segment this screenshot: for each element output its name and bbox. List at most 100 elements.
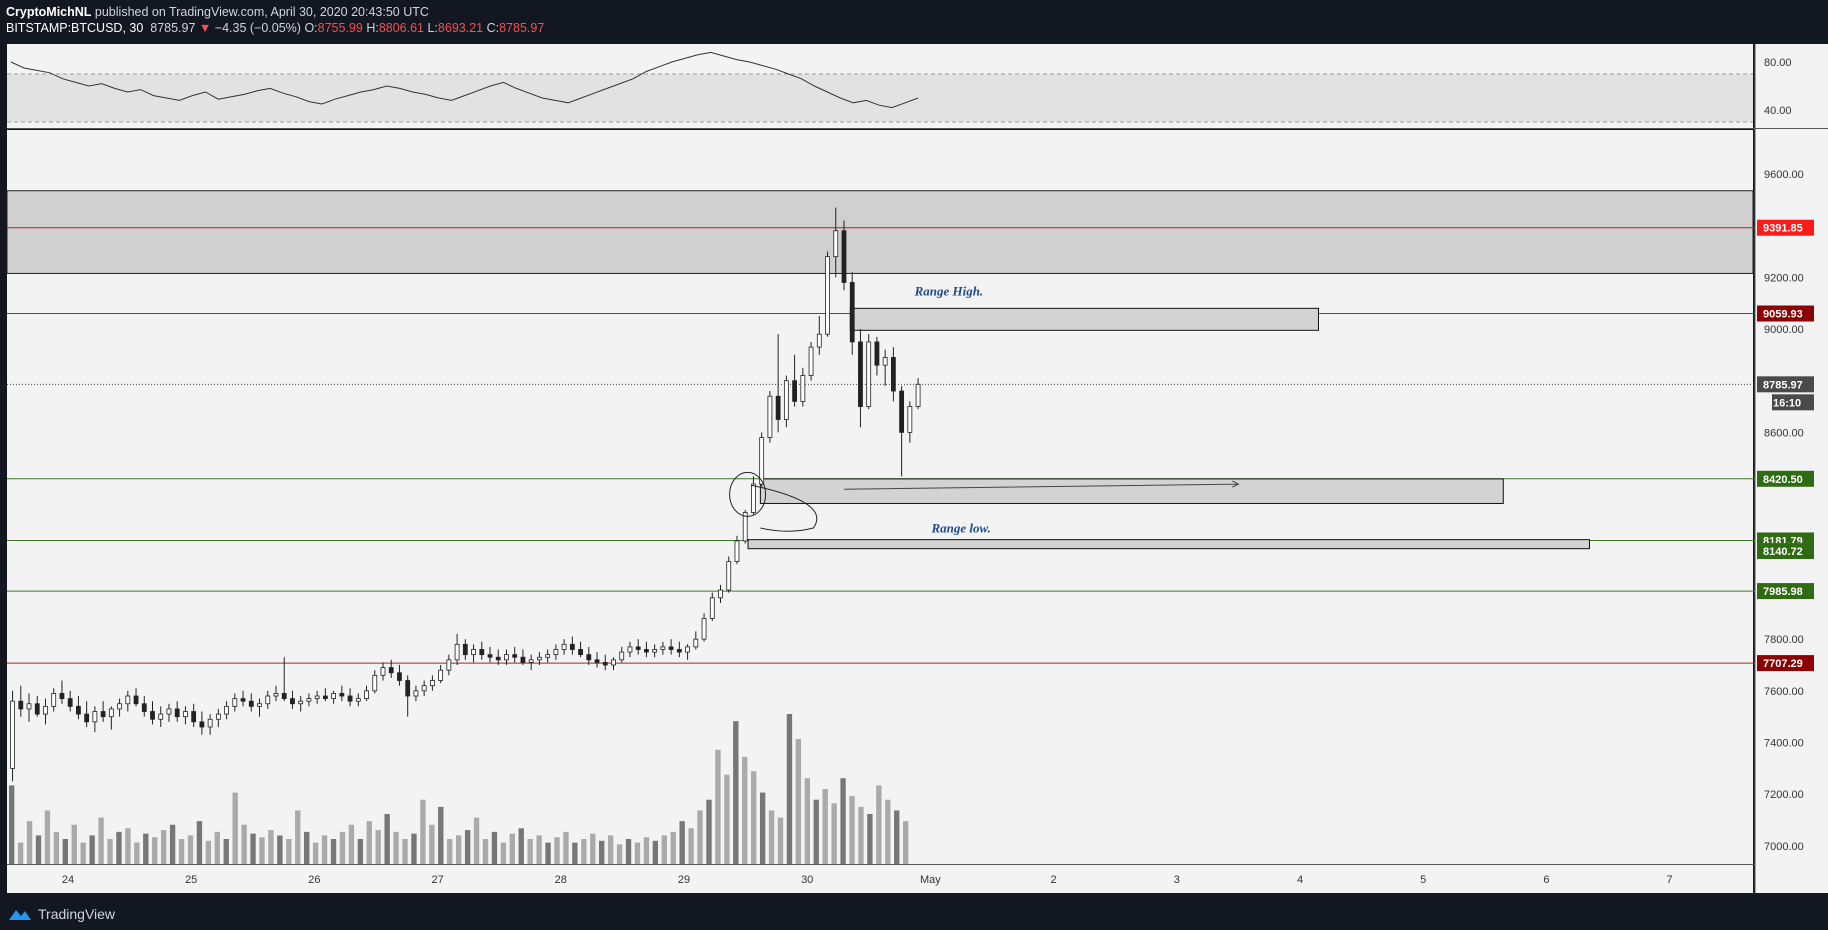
candle xyxy=(438,664,444,684)
candle-body xyxy=(290,698,295,705)
candle xyxy=(191,703,197,728)
volume-bar xyxy=(26,821,33,864)
candle-body xyxy=(117,703,122,710)
candle xyxy=(133,688,139,707)
candle-body xyxy=(331,693,337,699)
candle xyxy=(166,703,172,722)
candle xyxy=(751,476,756,516)
candle xyxy=(882,349,888,386)
candle-body xyxy=(907,406,913,433)
annotation-label: Range low. xyxy=(930,521,990,536)
volume-bar xyxy=(339,831,346,864)
candle xyxy=(528,654,534,671)
candle-body xyxy=(322,695,328,699)
candle-body xyxy=(685,646,690,653)
time-tick-label: 28 xyxy=(555,874,567,886)
candle xyxy=(537,652,542,665)
volume-bar xyxy=(607,835,614,864)
candle-body xyxy=(257,703,262,707)
level-tag xyxy=(1757,305,1814,322)
volume-bar xyxy=(813,799,819,864)
price-tick-label: 8600.00 xyxy=(1764,427,1804,439)
volume-bar xyxy=(402,839,408,864)
candle xyxy=(602,654,608,671)
volume-bar xyxy=(321,835,328,864)
candle-body xyxy=(67,698,73,707)
candle xyxy=(281,657,287,702)
high-label: H: xyxy=(366,21,379,35)
candle xyxy=(611,657,616,671)
candle-body xyxy=(306,698,312,702)
volume-bar xyxy=(536,835,542,864)
candle xyxy=(676,641,682,658)
candle xyxy=(858,329,863,428)
candle xyxy=(866,334,872,410)
publisher-name[interactable]: CryptoMichNL xyxy=(6,5,92,19)
volume-bar xyxy=(840,778,846,864)
candle xyxy=(635,639,641,655)
candle-body xyxy=(421,685,427,692)
candle-body xyxy=(783,380,789,420)
candle xyxy=(10,690,15,782)
candle-body xyxy=(668,646,674,650)
time-tick-label: 27 xyxy=(431,874,443,886)
volume-bar xyxy=(295,810,301,864)
candle-body xyxy=(18,700,24,710)
level-tag xyxy=(1757,219,1814,236)
footer-brand[interactable]: TradingView xyxy=(38,906,116,922)
candle xyxy=(355,693,361,707)
volume-bar xyxy=(411,833,417,864)
candle xyxy=(273,685,279,702)
candle-body xyxy=(454,643,460,661)
volume-bar xyxy=(71,824,77,864)
volume-bar xyxy=(429,824,435,864)
range-high-box xyxy=(849,307,1319,331)
candle-body xyxy=(709,597,715,619)
volume-bar xyxy=(35,835,42,864)
candle-body xyxy=(446,659,452,671)
candle xyxy=(446,654,452,676)
candle-body xyxy=(248,700,254,707)
candle-body xyxy=(76,705,81,715)
candle-body xyxy=(660,646,666,650)
candle-body xyxy=(644,649,649,653)
volume-bar xyxy=(116,831,122,864)
candle-body xyxy=(759,437,765,485)
candle-body xyxy=(792,380,797,402)
volume-bar xyxy=(464,830,471,864)
volume-bar xyxy=(724,774,730,864)
candle-body xyxy=(347,695,353,702)
level-tag xyxy=(1757,655,1814,672)
volume-bar xyxy=(697,810,703,864)
candle xyxy=(240,690,246,707)
candle-body xyxy=(174,708,180,718)
level-tag xyxy=(1757,543,1814,560)
candle-body xyxy=(199,721,205,728)
countdown-tag xyxy=(1772,394,1814,411)
candle-body xyxy=(602,662,608,666)
volume-bar xyxy=(759,792,766,864)
candle-body xyxy=(495,656,501,661)
candle xyxy=(849,272,855,355)
volume-bar xyxy=(733,721,739,864)
volume-bar xyxy=(777,817,784,864)
candle-body xyxy=(816,333,822,348)
price-tick-label: 7000.00 xyxy=(1764,841,1804,853)
volume-bar xyxy=(330,839,337,864)
price-tick-label: 9200.00 xyxy=(1764,272,1804,284)
candle xyxy=(257,698,262,717)
candle-body xyxy=(520,656,526,663)
time-tick-label: 7 xyxy=(1667,874,1673,886)
volume-bar xyxy=(438,806,444,864)
candle xyxy=(660,641,666,655)
volume-bar xyxy=(670,831,676,864)
candle-body xyxy=(767,395,773,438)
candle xyxy=(207,714,213,735)
volume-bar xyxy=(804,778,811,864)
candle xyxy=(487,646,493,663)
candle xyxy=(619,646,625,663)
symbol-label: BITSTAMP:BTCUSD, 30 xyxy=(6,21,144,35)
candle xyxy=(668,639,674,655)
candle xyxy=(322,688,328,702)
